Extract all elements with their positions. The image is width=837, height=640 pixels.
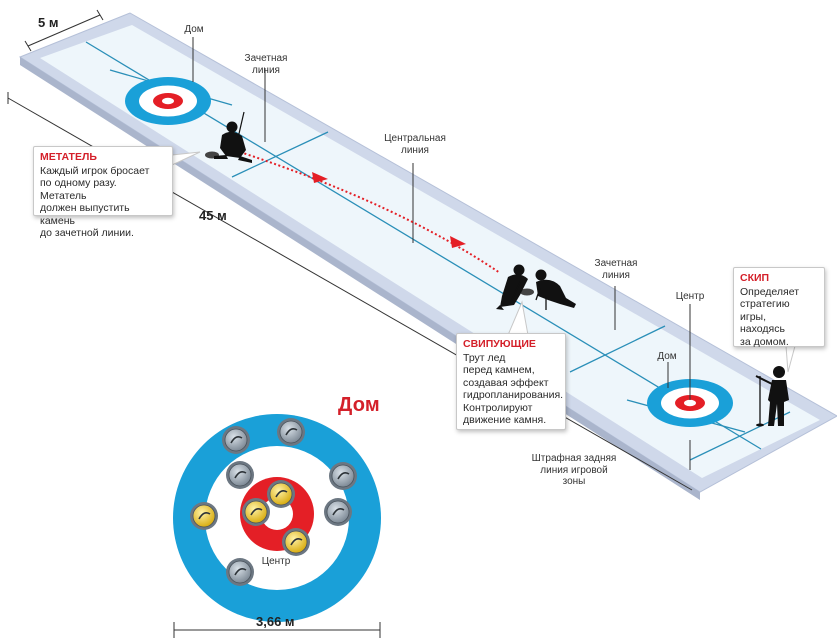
- house-detail-title: Дом: [338, 394, 380, 416]
- curling-stone-grey: [329, 462, 357, 490]
- curling-stone-grey: [324, 498, 352, 526]
- curling-stone-yellow: [242, 498, 270, 526]
- width-dimension-line: [27, 14, 101, 47]
- curling-stone-grey: [226, 461, 254, 489]
- house-diameter-label: 3,66 м: [256, 614, 295, 629]
- trajectory-arrow-2: [450, 236, 466, 248]
- label-back-line: Штрафная задняя линия игровой зоны: [531, 453, 617, 487]
- curling-stone-yellow: [282, 528, 310, 556]
- curling-stone-yellow: [190, 502, 218, 530]
- house-top: [125, 77, 211, 125]
- label-center-bottom: Центр: [675, 291, 705, 302]
- callout-sweepers-title: СВИПУЮЩИЕ: [463, 338, 536, 350]
- label-house-top: Дом: [184, 24, 204, 35]
- curling-stone-grey: [277, 418, 305, 446]
- label-hog-line-top: Зачетная линия: [244, 53, 288, 76]
- callout-thrower-text: Каждый игрок бросает по одному разу. Мет…: [40, 164, 150, 240]
- hog-line-top: [231, 131, 329, 178]
- callout-sweepers-text: Трут лед перед камнем, создавая эффект г…: [463, 351, 564, 427]
- house-bottom: [647, 379, 733, 427]
- house-detail-stones: [190, 418, 357, 586]
- hog-line-bottom: [569, 325, 666, 373]
- callout-sweepers: СВИПУЮЩИЕ Трут лед перед камнем, создава…: [456, 333, 566, 430]
- pointer-lines: [192, 37, 691, 470]
- callout-thrower-title: МЕТАТЕЛЬ: [40, 151, 97, 163]
- sweeper-figure-right: [535, 269, 576, 310]
- length-dimension-label: 45 м: [199, 208, 227, 223]
- curling-stone-grey: [226, 558, 254, 586]
- trajectory-arrow-1: [312, 172, 328, 183]
- curling-stone-yellow: [267, 480, 295, 508]
- callout-thrower: МЕТАТЕЛЬ Каждый игрок бросает по одному …: [33, 146, 173, 239]
- stone-trajectory: [239, 151, 501, 274]
- label-hog-line-bottom: Зачетная линия: [594, 258, 638, 281]
- callout-skip-text: Определяет стратегию игры, находясь за д…: [740, 285, 800, 348]
- house-detail-center-label: Центр: [261, 556, 291, 567]
- skip-figure: [755, 366, 789, 427]
- thrower-figure: [214, 111, 252, 163]
- stone-sweepers: [520, 288, 534, 296]
- callout-skip-title: СКИП: [740, 272, 770, 284]
- width-dimension-label: 5 м: [38, 15, 59, 30]
- callout-skip: СКИП Определяет стратегию игры, находясь…: [733, 267, 825, 348]
- sweeper-figure-left: [496, 264, 528, 310]
- label-center-line: Центральная линия: [384, 133, 446, 156]
- curling-stone-grey: [222, 426, 250, 454]
- label-house-bottom: Дом: [657, 351, 677, 362]
